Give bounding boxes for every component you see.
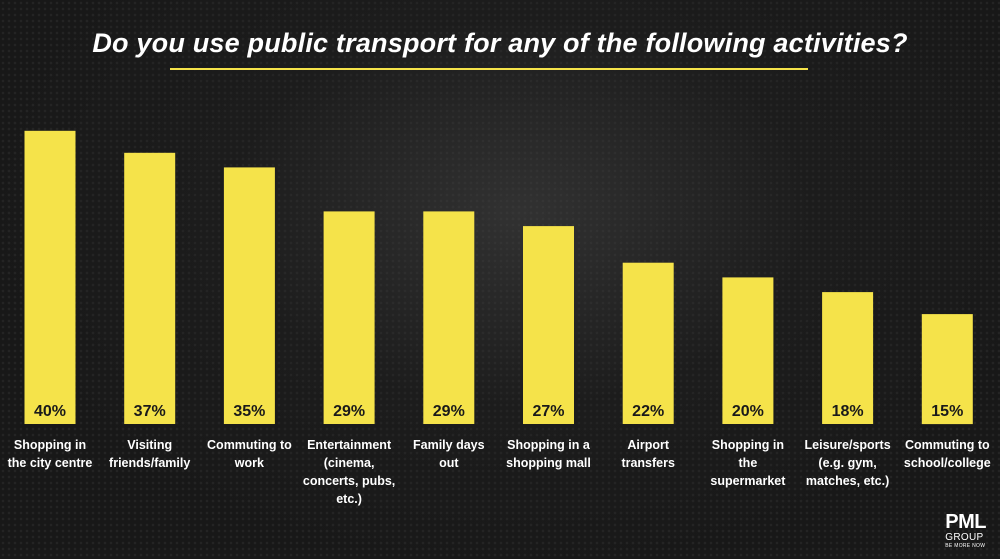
logo-wordmark: PML (945, 511, 986, 533)
chart-title: Do you use public transport for any of t… (92, 28, 908, 58)
category-label: Airport transfers (621, 438, 675, 470)
bar (622, 262, 674, 424)
bar-value-label: 27% (532, 403, 564, 420)
bar (423, 211, 475, 424)
bar (323, 211, 375, 424)
category-label: Commuting to work (207, 438, 292, 470)
bar-value-label: 22% (632, 403, 664, 420)
bar-value-label: 29% (433, 403, 465, 420)
logo-tagline: BE MORE NOW (945, 543, 986, 549)
bar (124, 152, 176, 425)
category-label: Shopping in a shopping mall (506, 438, 591, 470)
bar-value-label: 37% (134, 403, 166, 420)
bar-value-label: 40% (34, 403, 66, 420)
bar-value-label: 35% (233, 403, 265, 420)
category-label: Leisure/sports (e.g. gym, matches, etc.) (805, 438, 891, 488)
category-label: Family days out (413, 438, 485, 470)
bar-value-label: 20% (732, 403, 764, 420)
category-label: Visiting friends/family (109, 438, 190, 470)
bar (24, 130, 76, 425)
bar-value-label: 15% (931, 403, 963, 420)
category-label: Commuting to school/college (904, 438, 991, 470)
bar (722, 277, 774, 424)
bar (822, 292, 874, 424)
category-label: Shopping in the supermarket (710, 438, 786, 488)
category-label: Entertainment (cinema, concerts, pubs, etc.… (303, 438, 395, 506)
bar-value-label: 29% (333, 403, 365, 420)
bar (223, 167, 275, 424)
bar-value-label: 18% (832, 403, 864, 420)
bar (523, 226, 574, 424)
pml-group-logo: PML GROUP BE MORE NOW (945, 512, 986, 549)
bar (921, 314, 973, 425)
title-underline (170, 68, 808, 70)
logo-subtitle: GROUP (945, 532, 984, 543)
category-label: Shopping in the city centre (8, 438, 93, 470)
